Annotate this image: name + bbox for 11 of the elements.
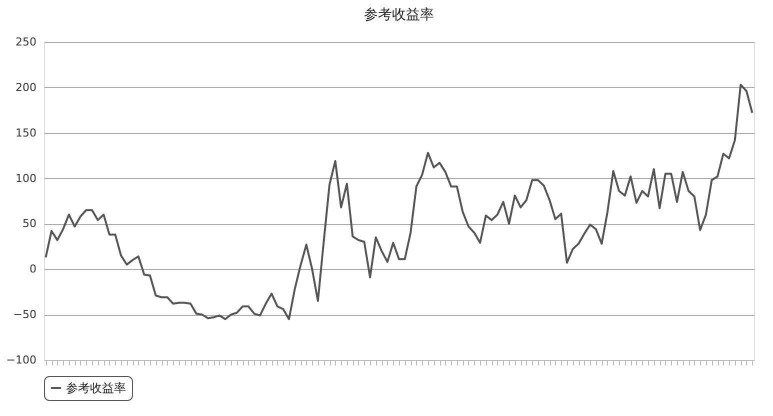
chart-title: 参考收益率: [364, 7, 434, 23]
line-series: [44, 84, 754, 320]
y-tick-label: 0: [30, 262, 36, 276]
y-tick-label: −50: [13, 308, 36, 322]
y-tick-label: 250: [16, 36, 36, 48]
y-tick-label: 200: [16, 80, 36, 94]
y-tick-label: 100: [16, 172, 36, 185]
y-tick-label: −100: [6, 354, 36, 366]
y-tick-label: 150: [16, 126, 36, 140]
y-tick-label: 50: [22, 217, 36, 230]
legend-label: 参考收益率: [66, 381, 126, 395]
